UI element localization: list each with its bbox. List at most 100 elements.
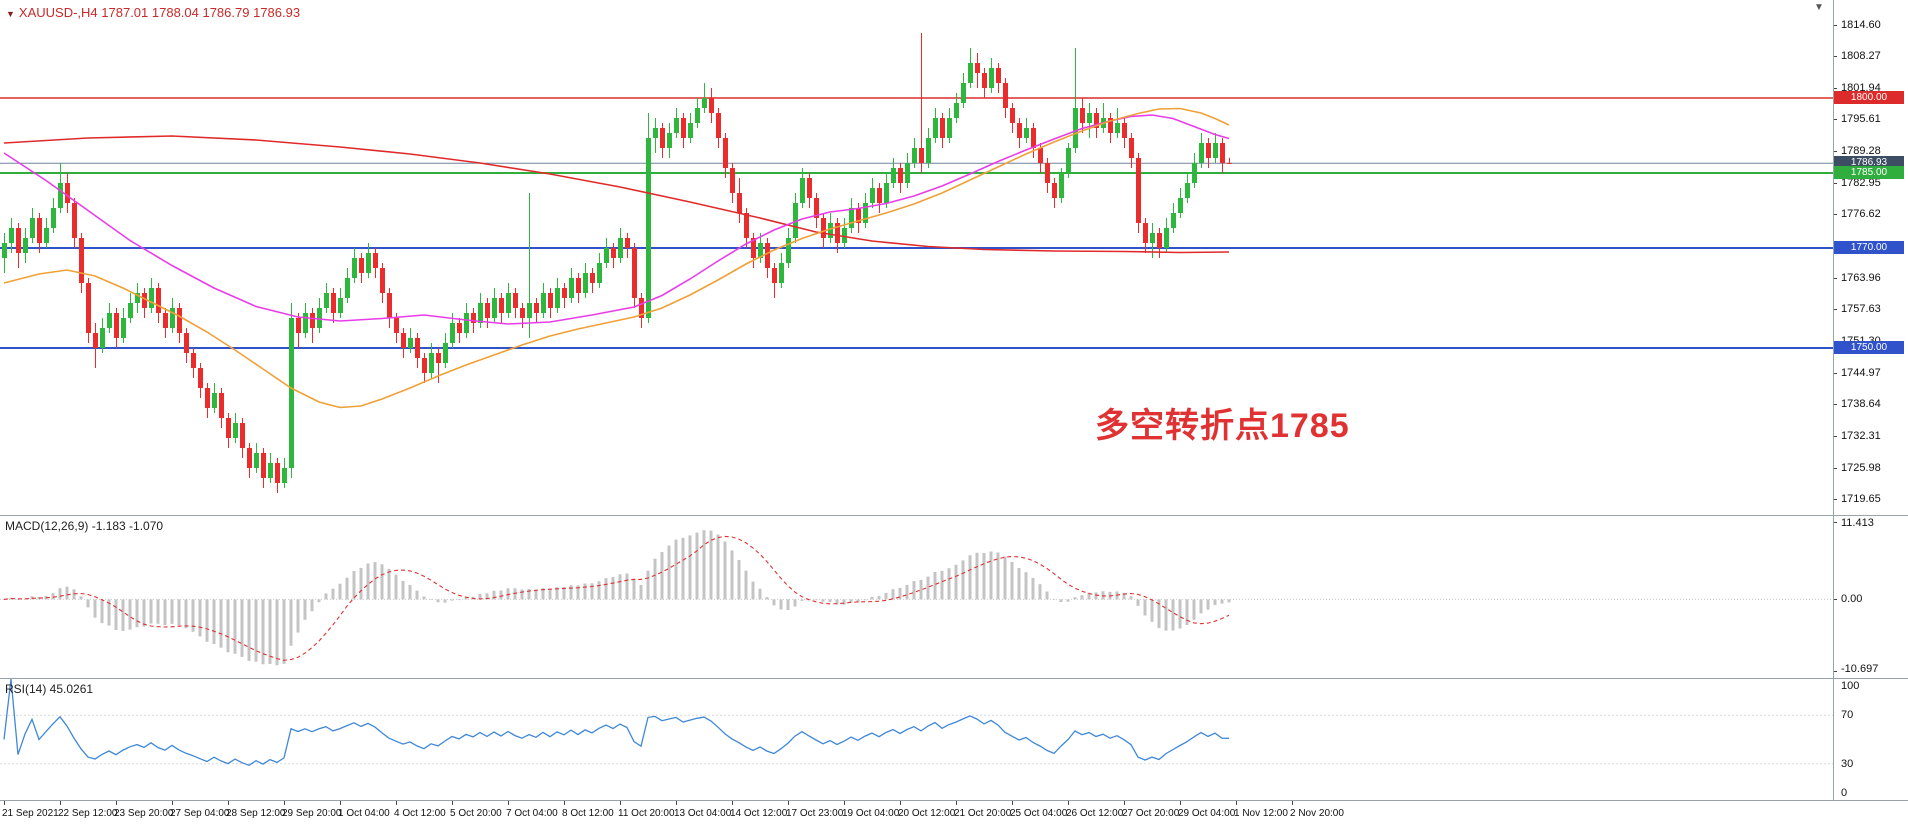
macd-histogram-bar	[667, 545, 671, 600]
chart-annotation-text[interactable]: 多空转折点1785	[1095, 407, 1350, 445]
macd-histogram-bar	[1129, 596, 1133, 600]
candle-down	[520, 308, 525, 318]
candle-down	[996, 68, 1001, 83]
macd-histogram-bar	[1213, 599, 1217, 606]
pane-separator-macd[interactable]	[0, 515, 1908, 516]
macd-histogram-bar	[968, 555, 972, 600]
candle-up	[912, 148, 917, 163]
macd-histogram-bar	[86, 599, 90, 608]
chart-shift-marker-icon[interactable]: ▼	[1814, 2, 1824, 13]
time-axis-label: 29 Oct 04:00	[1178, 808, 1236, 819]
pane-separator-rsi[interactable]	[0, 678, 1908, 679]
candle-up	[604, 248, 609, 263]
candle-up	[800, 178, 805, 203]
rsi-line	[3, 679, 1230, 767]
candle-up	[926, 138, 931, 163]
macd-histogram-bar	[317, 599, 321, 603]
main-price-pane[interactable]	[0, 0, 1833, 515]
candle-up	[324, 293, 329, 308]
time-axis-tick	[4, 801, 5, 805]
time-axis-tick	[676, 801, 677, 805]
macd-histogram-bar	[205, 599, 209, 642]
time-axis-label: 14 Oct 12:00	[730, 808, 788, 819]
macd-histogram-bar	[695, 532, 699, 600]
macd-histogram-bar	[422, 596, 426, 600]
candle-down	[499, 298, 504, 313]
macd-pane[interactable]	[0, 516, 1833, 678]
candle-down	[1052, 183, 1057, 198]
macd-histogram-bar	[261, 599, 265, 665]
time-axis-tick	[228, 801, 229, 805]
candle-down	[415, 338, 420, 358]
macd-histogram-bar	[107, 599, 111, 626]
price-axis-tick	[1833, 404, 1837, 406]
candle-up	[100, 328, 105, 348]
macd-histogram-bar	[583, 583, 587, 600]
macd-histogram-bar	[1171, 599, 1175, 631]
time-axis-tick	[788, 801, 789, 805]
macd-histogram-bar	[177, 599, 181, 626]
macd-histogram-bar	[1087, 592, 1091, 600]
candle-up	[702, 98, 707, 108]
macd-histogram-bar	[149, 599, 153, 624]
macd-histogram-bar	[387, 568, 391, 600]
macd-histogram-bar	[674, 539, 678, 600]
candle-up	[303, 313, 308, 333]
candle-down	[247, 448, 252, 468]
macd-axis-label: 11.413	[1841, 517, 1874, 529]
candle-down	[723, 138, 728, 168]
macd-histogram-bar	[1066, 599, 1070, 602]
macd-histogram-bar	[744, 570, 748, 600]
macd-histogram-bar	[835, 599, 839, 605]
price-axis-tick	[1833, 87, 1837, 89]
price-axis-tick	[1833, 467, 1837, 469]
candle-down	[275, 463, 280, 483]
macd-histogram-bar	[1073, 597, 1077, 600]
candle-up	[149, 288, 154, 308]
candle-up	[786, 238, 791, 263]
candle-up	[9, 228, 14, 243]
candle-up	[44, 228, 49, 243]
chart-marker-icon: ▼	[6, 9, 15, 19]
macd-histogram-bar	[688, 535, 692, 600]
candle-down	[1080, 108, 1085, 123]
macd-histogram-bar	[653, 558, 657, 600]
time-axis-tick	[508, 801, 509, 805]
macd-signal-line	[3, 535, 1230, 661]
macd-histogram-bar	[359, 567, 363, 600]
macd-histogram-bar	[331, 588, 335, 600]
candle-up	[478, 303, 483, 323]
macd-histogram-bar	[639, 584, 643, 600]
candle-up	[268, 463, 273, 478]
price-tag: 1785.00	[1834, 166, 1904, 179]
candle-up	[688, 123, 693, 138]
macd-histogram-bar	[905, 584, 909, 600]
macd-histogram-bar	[247, 599, 251, 661]
rsi-axis-label: 70	[1841, 709, 1854, 722]
macd-histogram-bar	[632, 578, 636, 600]
price-axis[interactable]: 1814.60 1808.27 1801.94 1795.61 1789.28 1782.…	[1833, 0, 1908, 800]
macd-histogram-bar	[128, 599, 132, 630]
candle-up	[366, 253, 371, 273]
time-axis-label: 2 Nov 20:00	[1290, 808, 1344, 819]
macd-histogram-bar	[443, 599, 447, 603]
macd-histogram-bar	[1227, 599, 1231, 603]
price-axis-label: 1719.65	[1841, 493, 1881, 506]
candle-down	[1206, 143, 1211, 158]
candle-down	[205, 388, 210, 408]
macd-histogram-bar	[618, 574, 622, 600]
candle-up	[1213, 143, 1218, 158]
macd-histogram-bar	[1178, 599, 1182, 629]
macd-histogram-bar	[891, 589, 895, 600]
macd-histogram-bar	[352, 571, 356, 600]
macd-histogram-bar	[534, 589, 538, 600]
candle-down	[1108, 118, 1113, 133]
candle-down	[401, 333, 406, 348]
time-axis-tick	[284, 801, 285, 805]
time-axis[interactable]: 21 Sep 2021 22 Sep 12:00 23 Sep 20:00 27 Se…	[0, 800, 1908, 833]
rsi-pane[interactable]	[0, 679, 1833, 800]
candle-down	[1129, 138, 1134, 158]
time-axis-label: 1 Oct 04:00	[338, 808, 390, 819]
candle-up	[254, 453, 259, 468]
time-axis-label: 11 Oct 20:00	[618, 808, 675, 819]
